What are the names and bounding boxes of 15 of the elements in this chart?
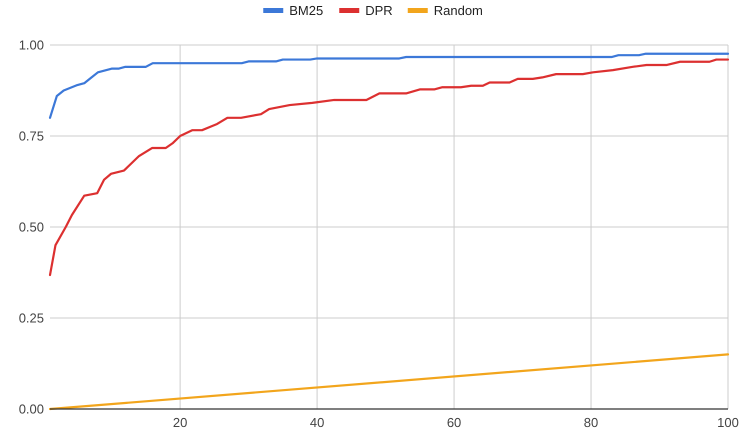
line-series	[48, 52, 730, 119]
y-tick-label: 0.50	[18, 220, 44, 235]
x-tick-label: 100	[717, 415, 739, 430]
y-tick-label: 0.00	[18, 402, 44, 417]
line-series	[48, 58, 730, 276]
x-tick-label: 60	[446, 415, 462, 430]
legend-label: DPR	[365, 3, 393, 18]
x-tick-label: 40	[310, 415, 324, 430]
y-tick-label: 0.25	[18, 310, 44, 326]
x-tick-label: 80	[584, 415, 598, 430]
legend-label: Random	[434, 3, 483, 18]
y-tick-label: 1.00	[18, 38, 44, 53]
y-tick-label: 0.75	[18, 128, 44, 144]
x-tick-label: 20	[172, 415, 188, 430]
legend-label: BM25	[289, 3, 324, 18]
